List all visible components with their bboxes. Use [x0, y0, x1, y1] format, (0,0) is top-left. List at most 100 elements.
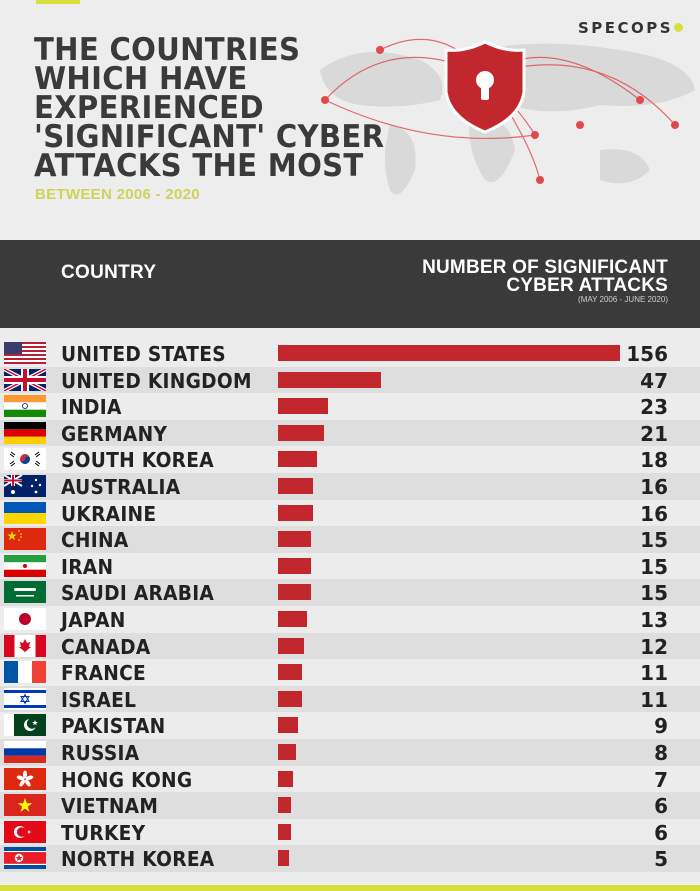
france-flag-icon [4, 661, 46, 684]
bar [278, 797, 292, 814]
brand-text: SPECOPS [578, 19, 674, 37]
table-row: HONG KONG 7 [0, 766, 700, 793]
table-row: ISRAEL 11 [0, 685, 700, 713]
table-row: CANADA 12 [0, 632, 700, 660]
bar [278, 611, 307, 627]
table-row: FRANCE 11 [0, 659, 700, 686]
country-label: INDIA [61, 395, 122, 420]
country-label: UNITED KINGDOM [61, 368, 252, 393]
country-label: UNITED STATES [61, 342, 226, 366]
country-label: HONG KONG [61, 767, 193, 792]
bar [278, 345, 620, 361]
table-row: SAUDI ARABIA 15 [0, 579, 700, 606]
bar [278, 371, 382, 388]
subtitle: BETWEEN 2006 - 2020 [35, 186, 200, 203]
us-flag-icon [4, 342, 46, 364]
brand-dot [674, 23, 684, 32]
value-label: 18 [640, 448, 668, 473]
column-header-attacks-line1: NUMBER OF SIGNIFICANT [422, 257, 668, 278]
bar [278, 823, 292, 840]
canada-flag-icon [4, 634, 46, 657]
world-map-graphic [320, 38, 695, 195]
column-header-attacks: NUMBER OF SIGNIFICANT CYBER ATTACKS (MAY… [422, 257, 668, 305]
country-label: RUSSIA [61, 741, 140, 765]
table-row: UNITED STATES 156 [0, 340, 700, 367]
bar [278, 584, 311, 601]
saudi-arabia-flag-icon [4, 581, 46, 604]
country-label: GERMANY [61, 421, 168, 446]
value-label: 15 [640, 528, 668, 553]
table-row: SOUTH KOREA 18 [0, 446, 700, 473]
value-label: 6 [654, 820, 668, 845]
vietnam-flag-icon [4, 794, 46, 817]
table-row: NORTH KOREA 5 [0, 845, 700, 872]
value-label: 21 [640, 421, 668, 446]
table-row: UKRAINE 16 [0, 500, 700, 527]
bar [278, 398, 329, 415]
country-label: CHINA [61, 528, 129, 553]
column-header-attacks-line2: CYBER ATTACKS [506, 275, 668, 296]
bar [278, 478, 314, 494]
country-label: JAPAN [61, 608, 126, 632]
value-label: 15 [640, 554, 668, 579]
bar [278, 664, 303, 681]
table-row: IRAN 15 [0, 553, 700, 580]
table-row: UNITED KINGDOM 47 [0, 366, 700, 394]
iran-flag-icon [4, 554, 46, 577]
table-row: RUSSIA 8 [0, 739, 700, 766]
bar [278, 690, 303, 707]
germany-flag-icon [4, 421, 46, 444]
value-label: 11 [640, 687, 668, 712]
australia-flag-icon [4, 475, 46, 497]
value-label: 156 [626, 342, 668, 366]
country-label: TURKEY [61, 820, 146, 845]
value-label: 47 [640, 368, 668, 393]
israel-flag-icon [4, 687, 46, 710]
japan-flag-icon [4, 608, 46, 630]
table-header [0, 240, 700, 328]
country-label: VIETNAM [61, 794, 159, 819]
north-korea-flag-icon [4, 847, 46, 870]
column-header-country: COUNTRY [61, 262, 157, 283]
value-label: 5 [654, 847, 668, 872]
shield-lock-icon [444, 40, 526, 134]
bar [278, 850, 289, 867]
bar [278, 424, 325, 441]
value-label: 11 [640, 661, 668, 686]
country-label: SOUTH KOREA [61, 448, 214, 473]
value-label: 13 [640, 608, 668, 632]
country-label: FRANCE [61, 661, 147, 686]
value-label: 23 [640, 395, 668, 420]
table-row: CHINA 15 [0, 526, 700, 553]
china-flag-icon [4, 528, 46, 551]
ukraine-flag-icon [4, 501, 46, 524]
table-row: AUSTRALIA 16 [0, 473, 700, 500]
bar [278, 504, 314, 521]
value-label: 12 [640, 634, 668, 659]
table-row: TURKEY 6 [0, 819, 700, 846]
top-accent-bar [36, 0, 80, 4]
country-label: IRAN [61, 554, 114, 579]
bar [278, 557, 311, 574]
country-label: NORTH KOREA [61, 847, 215, 872]
country-label: CANADA [61, 634, 151, 659]
hong-kong-flag-icon [4, 767, 46, 790]
bar [278, 717, 298, 734]
country-label: SAUDI ARABIA [61, 581, 215, 606]
table-row: INDIA 23 [0, 393, 700, 420]
bar [278, 637, 305, 654]
south-korea-flag-icon [4, 448, 46, 471]
bar [278, 451, 318, 468]
table-row: GERMANY 21 [0, 419, 700, 447]
value-label: 8 [654, 741, 668, 765]
bar [278, 744, 296, 760]
bar [278, 531, 311, 548]
country-label: PAKISTAN [61, 714, 166, 739]
header: THE COUNTRIES WHICH HAVE EXPERIENCED 'SI… [0, 0, 700, 240]
bar [278, 770, 294, 787]
page-title: THE COUNTRIES WHICH HAVE EXPERIENCED 'SI… [34, 32, 385, 184]
india-flag-icon [4, 395, 46, 418]
brand-logo: SPECOPS [578, 19, 684, 37]
country-label: AUSTRALIA [61, 475, 181, 499]
table-row: PAKISTAN 9 [0, 712, 700, 739]
